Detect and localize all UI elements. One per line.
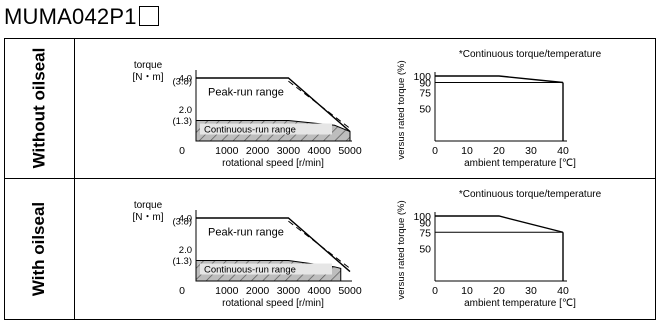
without-oilseal-torque-ytick-2: 2.0 [179,105,192,116]
without-oilseal-temp-ytick-0: 100 [413,71,431,83]
without-oilseal-temp-xtick-2: 20 [493,145,505,157]
without-oilseal-temp-curve [435,75,564,84]
without-oilseal-temp-xlabel: ambient temperature [℃] [464,158,576,169]
without-oilseal-speed-xtick-1: 1000 [215,145,239,157]
without-oilseal-temp-ylabel: versus rated torque (%) [396,60,407,159]
with-oilseal-speed-xtick-2: 2000 [246,285,270,297]
with-oilseal-temp-xtick-3: 30 [525,285,537,297]
without-oilseal-temp-xtick-4: 40 [557,145,569,157]
without-oilseal-temp-xtick-0: 0 [432,145,438,157]
label-column-divider [74,38,75,320]
suffix-box-icon [138,6,159,26]
without-oilseal-torque-ytick-1: (3.8) [172,77,192,88]
with-oilseal-temp-xtick-0: 0 [432,285,438,297]
with-oilseal-torque-ytick-3: (1.3) [172,256,192,267]
without-oilseal-temp-xtick-3: 30 [525,145,537,157]
without-oilseal-temp-note: *Continuous torque/temperature [459,49,602,60]
with-oilseal-temp-xtick-1: 10 [461,285,473,297]
with-oilseal-temp-note: *Continuous torque/temperature [459,189,602,200]
without-oilseal-peak-run-label: Peak-run range [208,86,284,98]
with-oilseal-temp-ytick-3: 50 [419,244,431,256]
without-oilseal-speed-xlabel: rotational speed [r/min] [222,158,324,169]
with-oilseal-speed-xtick-3: 3000 [277,285,301,297]
with-oilseal-torque-ytick-0: 4.0 [179,214,192,225]
without-oilseal-temp-ytick-2: 75 [419,87,431,99]
with-oilseal-peak-run-curve [196,217,351,273]
without-oilseal-speed-xtick-3: 3000 [277,145,301,157]
with-oilseal-continuous-label-bg [200,263,332,275]
without-oilseal-temp-xtick-1: 10 [461,145,473,157]
page-title: MUMA042P1 [4,4,159,30]
with-oilseal-speed-xlabel: rotational speed [r/min] [222,298,324,309]
without-oilseal-speed-xtick-4: 4000 [308,145,332,157]
without-oilseal-continuous-run-label: Continuous-run range [204,125,296,136]
without-oilseal-torque-ytick-0: 4.0 [179,74,192,85]
with-oilseal-dashed-limit-line [288,220,351,269]
without-oilseal-speed-xtick-2: 2000 [246,145,270,157]
without-oilseal-continuous-label-bg [200,123,332,135]
with-oilseal-temp-xlabel: ambient temperature [℃] [464,298,576,309]
without-oilseal-temp-ytick-3: 50 [419,104,431,116]
with-oilseal-temp-xtick-2: 20 [493,285,505,297]
with-oilseal-torque-ylabel: torque [134,200,163,211]
with-oilseal-speed-xtick-5: 5000 [338,285,362,297]
with-oilseal-torque-ytick-2: 2.0 [179,245,192,256]
without-oilseal-peak-run-curve [196,77,351,133]
without-oilseal-dashed-limit-line [288,80,351,129]
without-oilseal-speed-xtick-0: 0 [179,145,185,157]
with-oilseal-continuous-run-label: Continuous-run range [204,265,296,276]
with-oilseal-temp-ytick-1: 90 [419,218,431,230]
with-oilseal-temp-ytick-2: 75 [419,227,431,239]
diagram-frame [4,38,656,320]
with-oilseal-torque-ytick-1: (3.8) [172,217,192,228]
with-oilseal-speed-xtick-0: 0 [179,285,185,297]
with-oilseal-speed-xtick-1: 1000 [215,285,239,297]
row-divider [4,178,656,179]
without-oilseal-torque-ylabel: torque [134,60,163,71]
without-oilseal-torque-ylabel-unit: [N・m] [132,72,163,83]
with-oilseal-temp-ylabel: versus rated torque (%) [396,200,407,299]
with-oilseal-torque-ylabel-unit: [N・m] [132,212,163,223]
with-oilseal-temp-curve [435,215,564,233]
with-oilseal-speed-xtick-4: 4000 [308,285,332,297]
without-oilseal-torque-ytick-3: (1.3) [172,116,192,127]
with-oilseal-temp-xtick-4: 40 [557,285,569,297]
with-oilseal-temp-ytick-0: 100 [413,211,431,223]
with-oilseal-peak-run-label: Peak-run range [208,226,284,238]
without-oilseal-temp-ytick-1: 90 [419,78,431,90]
without-oilseal-speed-xtick-5: 5000 [338,145,362,157]
